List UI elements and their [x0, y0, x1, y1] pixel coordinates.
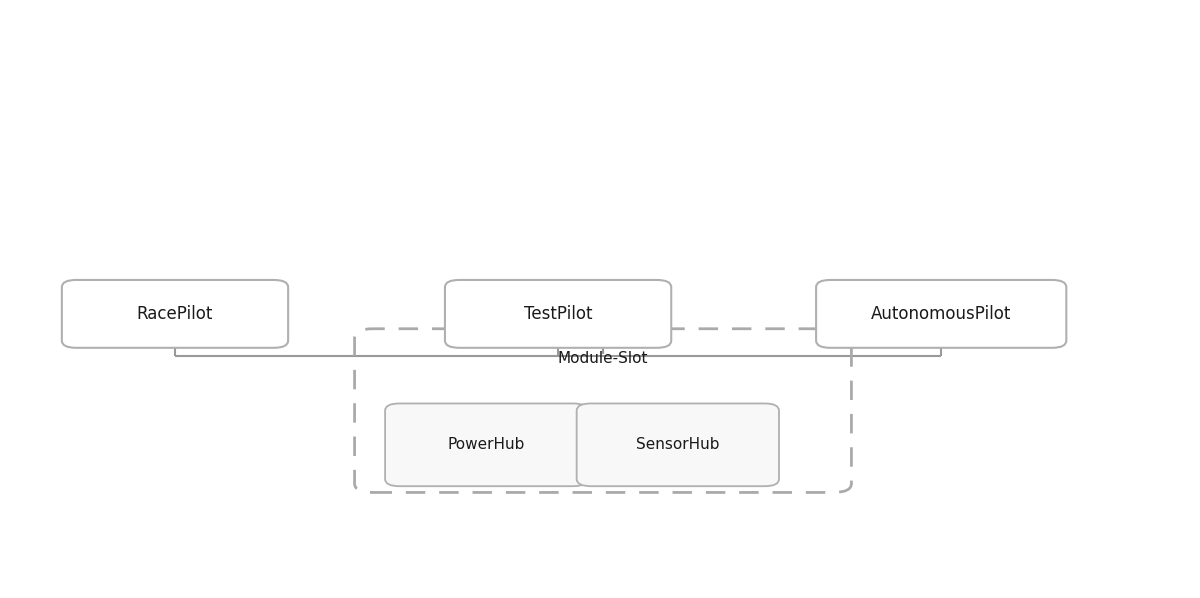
Text: RacePilot: RacePilot	[137, 305, 214, 323]
Text: Module-Slot: Module-Slot	[558, 351, 648, 366]
FancyBboxPatch shape	[445, 280, 671, 348]
Text: SensorHub: SensorHub	[636, 437, 720, 452]
FancyBboxPatch shape	[62, 280, 288, 348]
FancyBboxPatch shape	[385, 404, 588, 486]
Text: TestPilot: TestPilot	[524, 305, 593, 323]
Text: AutonomousPilot: AutonomousPilot	[871, 305, 1012, 323]
FancyBboxPatch shape	[577, 404, 779, 486]
FancyBboxPatch shape	[816, 280, 1067, 348]
Text: PowerHub: PowerHub	[448, 437, 524, 452]
